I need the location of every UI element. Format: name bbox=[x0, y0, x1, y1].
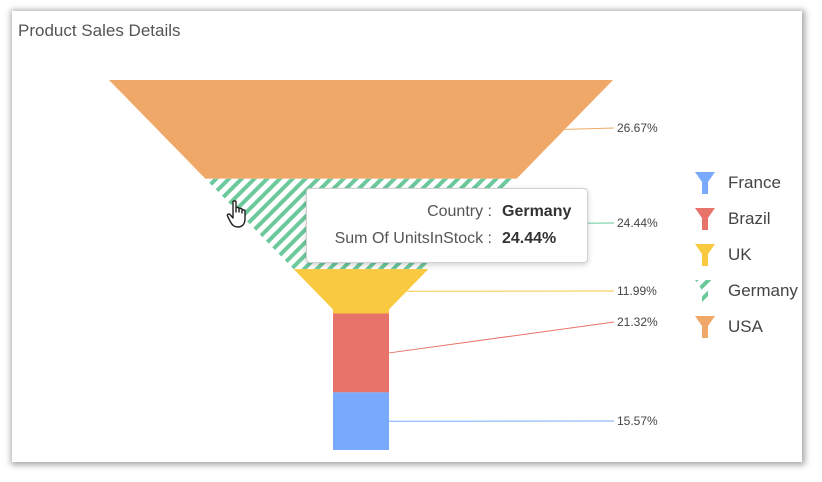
data-label-uk: 11.99% bbox=[617, 284, 657, 298]
connector-line-usa bbox=[564, 127, 615, 130]
funnel-legend-icon bbox=[695, 244, 715, 266]
chart-title: Product Sales Details bbox=[18, 21, 181, 40]
tooltip-metric-value: 24.44% bbox=[502, 230, 557, 247]
legend-item-usa[interactable]: USA bbox=[694, 309, 798, 345]
tooltip-country-label: Country : bbox=[427, 203, 492, 220]
tooltip-country-value: Germany bbox=[502, 203, 572, 220]
funnel-segment-france[interactable] bbox=[333, 392, 389, 450]
legend-item-uk[interactable]: UK bbox=[694, 237, 798, 273]
chart-card: Product Sales Details 26.67% 24.44% 11.99%… bbox=[12, 11, 802, 462]
funnel-legend-icon bbox=[695, 316, 715, 338]
legend-label: France bbox=[728, 173, 781, 192]
legend-item-france[interactable]: France bbox=[694, 165, 798, 201]
funnel-segment-usa[interactable] bbox=[109, 80, 613, 179]
data-label-germany: 24.44% bbox=[617, 216, 658, 230]
data-label-usa: 26.67% bbox=[617, 121, 658, 135]
tooltip: Country : Germany Sum Of UnitsInStock : … bbox=[306, 188, 588, 263]
tooltip-metric-label: Sum Of UnitsInStock : bbox=[334, 230, 492, 247]
legend: France Brazil UK Germany USA bbox=[694, 165, 798, 345]
funnel-legend-icon bbox=[695, 208, 715, 230]
legend-item-brazil[interactable]: Brazil bbox=[694, 201, 798, 237]
funnel-legend-icon bbox=[695, 172, 715, 194]
funnel-segment-brazil[interactable] bbox=[333, 313, 389, 393]
legend-label: UK bbox=[728, 245, 752, 264]
hand-cursor-icon bbox=[226, 200, 246, 228]
legend-label: Brazil bbox=[728, 209, 771, 228]
legend-label: Germany bbox=[728, 281, 798, 300]
funnel-segment-uk[interactable] bbox=[293, 269, 429, 314]
data-label-brazil: 21.32% bbox=[617, 315, 658, 329]
legend-label: USA bbox=[728, 317, 763, 336]
data-label-france: 15.57% bbox=[617, 414, 658, 428]
funnel-legend-icon bbox=[695, 280, 715, 302]
connector-line-brazil bbox=[388, 321, 615, 354]
legend-item-germany[interactable]: Germany bbox=[694, 273, 798, 309]
